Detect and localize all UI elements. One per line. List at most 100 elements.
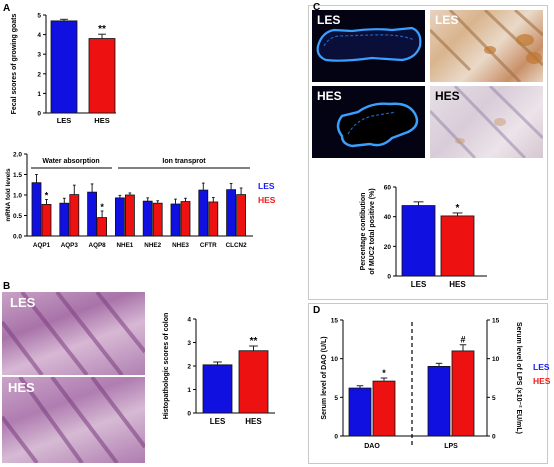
y-tick-label: 40 [384, 214, 392, 221]
a2-legend-hes: HES [258, 195, 276, 205]
a2-bar-nhe2-hes [152, 202, 163, 237]
hes-histology-image: HES [2, 377, 145, 463]
les-histology-image: LES [2, 292, 145, 375]
y-tick-label: 0 [334, 434, 338, 441]
a1-x-tick-label: HES [94, 116, 109, 125]
y-tick-label: 5 [37, 13, 41, 20]
a1-significance-mark: ** [98, 24, 106, 35]
a2-x-tick-label: NHE1 [117, 242, 134, 249]
image-label: HES [8, 380, 35, 395]
a2-bar-nhe2-les [142, 200, 153, 237]
a2-x-tick-label: NHE2 [144, 242, 161, 249]
panel-label-a: A [3, 3, 11, 14]
b-significance-mark: ** [250, 336, 258, 347]
a1-bar-hes [88, 38, 116, 114]
y-tick-label: 3 [187, 340, 191, 347]
y-tick-label: 20 [384, 244, 392, 251]
a2-bar-aqp1-hes [41, 204, 52, 237]
a2-group-label: Ion transprot [162, 158, 206, 165]
a2-x-tick-label: NHE3 [172, 242, 189, 249]
b-x-tick-label: LES [210, 417, 226, 426]
panel-c-frame [308, 5, 548, 300]
y-tick-label: 3 [37, 52, 41, 59]
y-tick-label: 1 [187, 387, 191, 394]
y-tick-label: 0 [387, 274, 391, 281]
a2-bar-cftr-hes [208, 201, 219, 237]
c-x-tick-label: HES [449, 280, 466, 289]
y-tick-label: 15 [331, 318, 339, 325]
a2-bar-clcn2-hes [236, 194, 247, 237]
d-significance-mark: * [382, 368, 386, 378]
a2-bar-clcn2-les [226, 189, 237, 237]
a2-y-label: mRNA fold levels [5, 168, 12, 222]
b-bar-hes [238, 350, 269, 414]
y-tick-label: 15 [492, 318, 500, 325]
c-y-label: of MUC2 total positive (%) [369, 188, 376, 274]
y-tick-label: 5 [492, 395, 496, 402]
y-tick-label: 2.0 [13, 152, 22, 159]
d-x-tick-label: DAO [364, 443, 380, 450]
a2-x-tick-label: CLCN2 [226, 242, 247, 249]
a2-bar-cftr-les [198, 189, 209, 237]
y-tick-label: 4 [187, 317, 191, 324]
d-y2-label: Serum level of LPS (×10⁻² EU/mL) [515, 322, 522, 434]
a2-x-tick-label: CFTR [200, 242, 217, 249]
a2-group-label: Water absorption [42, 158, 99, 165]
a2-x-tick-label: AQP8 [89, 242, 107, 249]
a1-bar-les [50, 20, 78, 114]
y-tick-label: 0.5 [13, 213, 22, 220]
a2-significance-mark: * [45, 191, 49, 201]
d-legend-les: LES [533, 362, 550, 372]
d-significance-mark: # [460, 335, 465, 345]
panel-d-frame [308, 303, 548, 464]
a2-bar-nhe3-hes [180, 201, 191, 237]
y-tick-label: 1 [37, 91, 41, 98]
y-tick-label: 1.5 [13, 172, 22, 179]
y-tick-label: 10 [331, 356, 339, 363]
d-y-label: Serum level of DAO (U/L) [321, 336, 328, 419]
b-y-label: Histopathologic scores of colon [163, 313, 170, 420]
y-tick-label: 60 [384, 185, 392, 192]
a2-bar-aqp8-les [87, 191, 97, 237]
a2-significance-mark: * [100, 202, 104, 212]
y-tick-label: 2 [37, 71, 41, 78]
d-legend-hes: HES [533, 376, 551, 386]
a1-x-tick-label: LES [57, 116, 72, 125]
y-tick-label: 4 [37, 32, 41, 39]
y-tick-label: 5 [334, 395, 338, 402]
image-label: LES [317, 13, 341, 27]
a2-x-tick-label: AQP1 [33, 242, 51, 249]
b-bar-les [202, 364, 233, 414]
c-y-label: Percentage contibution [360, 193, 367, 271]
c-x-tick-label: LES [411, 280, 427, 289]
image-label: LES [435, 13, 459, 27]
les-ihc-image: LES [430, 10, 543, 82]
a2-bar-nhe3-les [170, 203, 181, 237]
a2-bar-aqp3-les [59, 202, 70, 237]
b-x-tick-label: HES [245, 417, 262, 426]
y-tick-label: 2 [187, 364, 191, 371]
a2-bar-aqp8-hes [97, 217, 107, 237]
y-tick-label: 0 [37, 111, 41, 118]
panel-label-d: D [313, 305, 321, 316]
y-tick-label: 0 [492, 434, 496, 441]
y-tick-label: 0 [187, 411, 191, 418]
c-bar-les [401, 205, 436, 277]
image-label: HES [317, 89, 342, 103]
d-bar-dao-hes [372, 380, 396, 437]
a1-y-label: Fecal scores of growing goats [11, 14, 18, 115]
a2-bar-nhe1-hes [125, 194, 135, 237]
y-tick-label: 10 [492, 356, 500, 363]
hes-ihc-image: HES [430, 86, 543, 158]
panel-label-b: B [3, 281, 11, 292]
a2-bar-aqp1-les [31, 182, 42, 237]
a2-legend-les: LES [258, 181, 275, 191]
d-bar-dao-les [348, 387, 372, 437]
les-fluorescence-image: LES [312, 10, 425, 82]
hes-fluorescence-image: HES [312, 86, 425, 158]
image-label: HES [435, 89, 460, 103]
d-bar-lps-hes [451, 350, 475, 437]
c-bar-hes [440, 215, 475, 277]
panel-label-c: C [313, 2, 321, 13]
